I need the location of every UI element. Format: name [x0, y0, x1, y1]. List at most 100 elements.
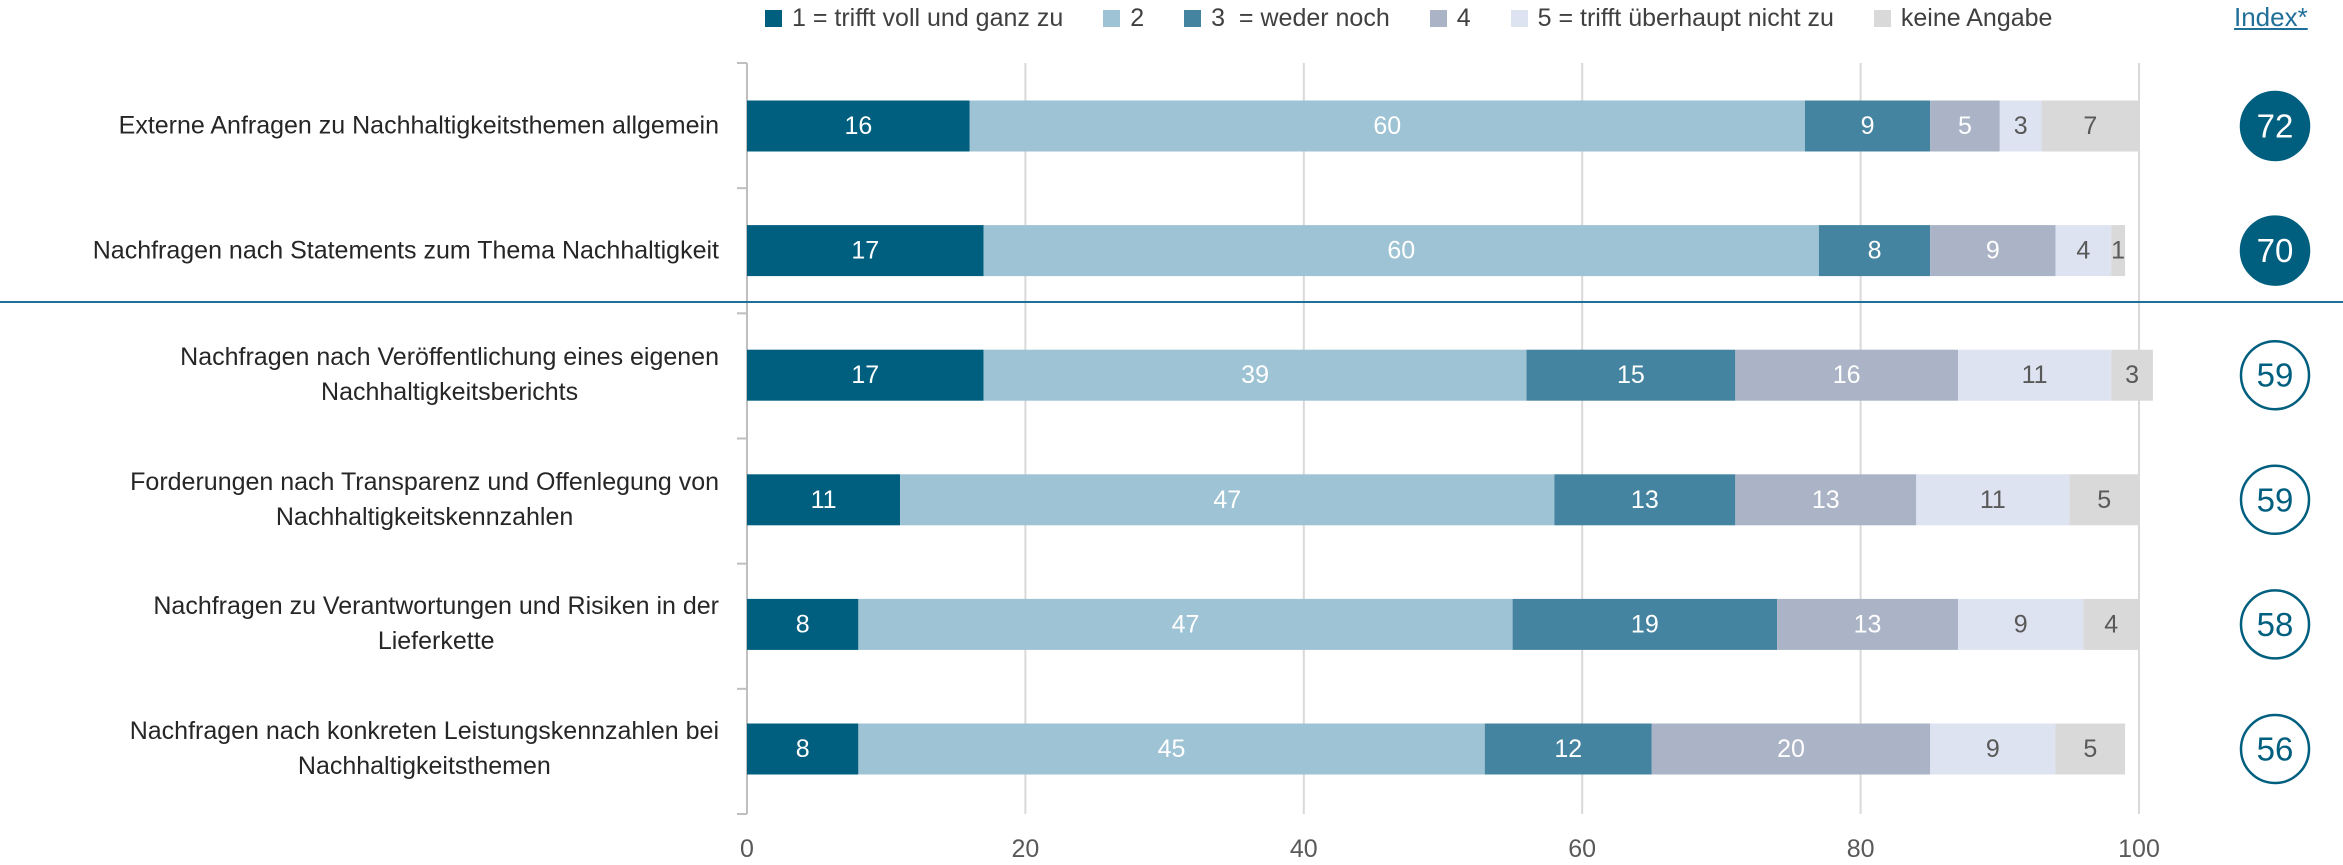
bar-segment	[1958, 598, 2084, 650]
legend-item: keine Angabe	[1873, 4, 2053, 33]
bar-segment	[1735, 474, 1917, 526]
bar-segment	[1930, 225, 2056, 277]
legend-label: 1 = trifft voll und ganz zu	[792, 4, 1064, 32]
category-label: Nachfragen nach Statements zum Thema Nac…	[92, 236, 719, 265]
bar-segment	[747, 723, 859, 775]
legend-swatch	[765, 10, 782, 27]
bar-segment	[2055, 723, 2126, 775]
data-label: 7	[2083, 112, 2097, 140]
index-value: 70	[2257, 232, 2294, 269]
legend-label: 4	[1456, 4, 1471, 32]
category-label: Nachfragen nach konkreten Leistungskennz…	[129, 717, 719, 780]
data-label: 16	[1833, 361, 1861, 389]
bar-segment	[2111, 349, 2153, 401]
data-label: 9	[2014, 610, 2028, 638]
bar-segment	[1554, 474, 1736, 526]
data-label: 16	[844, 112, 872, 140]
legend-item: 4	[1429, 4, 1471, 33]
data-label: 5	[1958, 112, 1972, 140]
data-label: 60	[1373, 112, 1401, 140]
legend-label: 2	[1130, 4, 1145, 32]
index-circle	[2239, 464, 2311, 536]
data-label: 1	[2111, 237, 2125, 265]
bar-segment	[1512, 598, 1778, 650]
data-label: 11	[1980, 486, 2006, 514]
bar-segment	[1777, 598, 1959, 650]
index-value: 59	[2257, 481, 2294, 518]
data-label: 12	[1554, 735, 1582, 763]
data-label: 3	[2125, 361, 2139, 389]
category-label: Forderungen nach Transparenz und Offenle…	[130, 467, 719, 531]
index-value: 59	[2257, 357, 2294, 394]
category-label: Nachfragen zu Verantwortungen und Risike…	[153, 592, 719, 656]
legend-label: keine Angabe	[1900, 4, 2053, 32]
legend-label: 5 = trifft überhaupt nicht zu	[1537, 4, 1834, 32]
bar-segment	[1818, 225, 1931, 277]
index-circle	[2239, 215, 2311, 286]
data-label: 8	[796, 610, 810, 638]
bar-segment	[1735, 349, 1959, 401]
index-circle	[2239, 90, 2311, 162]
legend-item: 2	[1103, 4, 1144, 33]
data-label: 5	[2097, 486, 2111, 514]
bar-segment	[747, 225, 984, 277]
bar-segment	[1484, 723, 1652, 775]
legend-item: 3 = weder noch	[1184, 4, 1390, 33]
legend-swatch	[1103, 10, 1121, 27]
legend-label: 3 = weder noch	[1211, 4, 1390, 32]
data-label: 3	[2014, 112, 2028, 140]
data-label: 4	[2104, 610, 2118, 638]
category-label: Nachfragen nach Veröffentlichung eines e…	[180, 343, 719, 407]
bar-segment	[2041, 100, 2139, 152]
bar-segment	[983, 349, 1527, 401]
bar-segment	[1651, 723, 1931, 775]
data-label: 11	[2022, 361, 2048, 389]
bar-segment	[747, 349, 984, 401]
bar-segment	[858, 598, 1513, 650]
data-label: 39	[1241, 361, 1269, 389]
bar-segment	[747, 598, 859, 650]
x-tick-label: 40	[1290, 835, 1318, 863]
bar-segment	[2111, 225, 2126, 277]
bar-segment	[1930, 723, 2056, 775]
index-value: 72	[2257, 108, 2294, 145]
data-label: 13	[1631, 486, 1659, 514]
legend-item: 5 = trifft überhaupt nicht zu	[1510, 4, 1834, 33]
data-label: 13	[1812, 486, 1840, 514]
bar-segment	[983, 225, 1819, 277]
legend-swatch	[1184, 10, 1202, 27]
category-label: Externe Anfragen zu Nachhaltigkeitstheme…	[118, 111, 719, 140]
legend: 1 = trifft voll und ganz zu 2 3 = weder no…	[765, 4, 2052, 33]
bar-segment	[1930, 100, 2000, 152]
index-circle	[2239, 339, 2311, 411]
bar-segment	[1804, 100, 1931, 152]
data-label: 17	[851, 361, 879, 389]
index-value: 56	[2257, 731, 2294, 768]
data-label: 20	[1777, 735, 1805, 763]
x-tick-label: 60	[1568, 835, 1596, 863]
bar-segment	[2083, 598, 2139, 650]
index-circle	[2239, 589, 2311, 660]
bar-segment	[2069, 474, 2139, 526]
data-label: 17	[851, 237, 879, 265]
data-label: 47	[1213, 486, 1241, 514]
data-label: 19	[1631, 610, 1659, 638]
bar-segment	[858, 723, 1485, 775]
legend-swatch	[1510, 10, 1528, 27]
data-label: 11	[811, 486, 837, 514]
bar-segment	[1999, 100, 2042, 152]
bar-segment	[2055, 225, 2112, 277]
data-label: 60	[1387, 237, 1415, 265]
x-tick-label: 100	[2118, 835, 2160, 863]
x-tick-label: 80	[1847, 835, 1875, 863]
data-label: 4	[2076, 237, 2090, 265]
data-label: 45	[1158, 735, 1186, 763]
index-value: 58	[2257, 606, 2294, 643]
data-label: 15	[1617, 361, 1645, 389]
data-label: 5	[2083, 735, 2097, 763]
data-label: 9	[1986, 237, 2000, 265]
bar-segment	[969, 100, 1805, 152]
bar-segment	[900, 474, 1555, 526]
